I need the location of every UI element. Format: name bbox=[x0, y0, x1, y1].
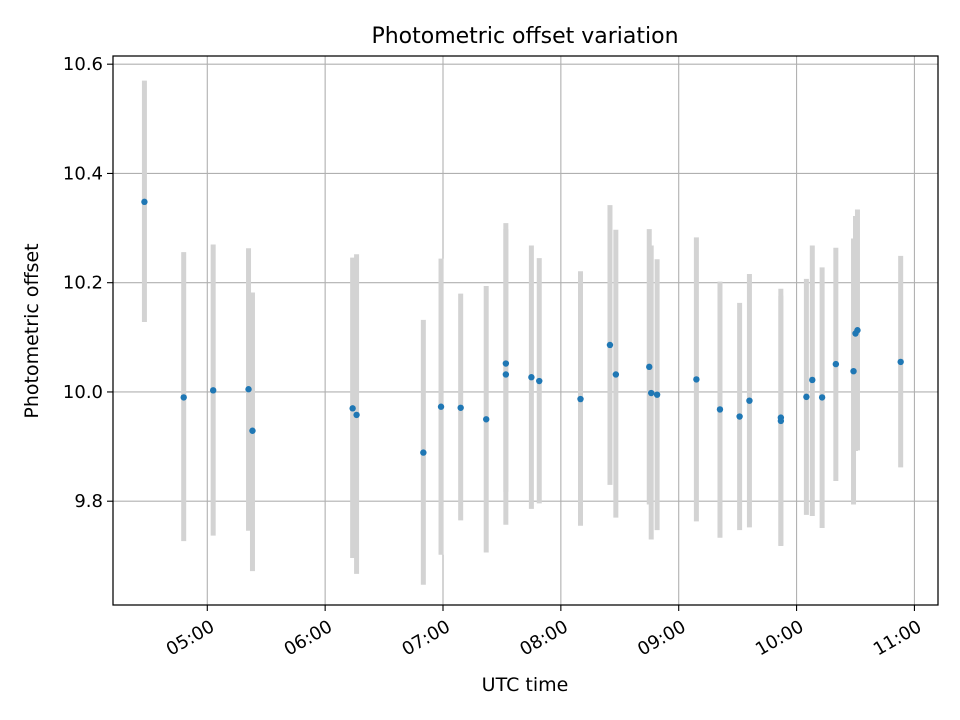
data-point bbox=[606, 341, 614, 349]
data-point bbox=[502, 371, 510, 378]
data-point bbox=[349, 405, 356, 412]
data-point bbox=[209, 387, 217, 394]
data-point bbox=[353, 411, 360, 419]
y-axis-label: Photometric offset bbox=[21, 243, 43, 418]
y-axis-ticks: 9.8 10.0 10.2 10.4 10.6 bbox=[63, 54, 113, 512]
plot-area-frame bbox=[112, 55, 939, 606]
y-tick-label: 10.0 bbox=[63, 382, 103, 403]
data-point bbox=[528, 374, 535, 381]
data-point bbox=[803, 393, 810, 401]
chart-title: Photometric offset variation bbox=[371, 24, 678, 49]
data-point bbox=[736, 413, 743, 420]
y-tick-label: 10.4 bbox=[63, 163, 103, 184]
data-point bbox=[832, 360, 840, 368]
data-point bbox=[716, 406, 724, 413]
data-point bbox=[612, 371, 620, 378]
data-point bbox=[648, 389, 655, 397]
data-point bbox=[457, 404, 464, 411]
data-point bbox=[483, 416, 490, 423]
data-point bbox=[420, 449, 427, 456]
data-point bbox=[897, 358, 904, 366]
data-point bbox=[818, 394, 826, 401]
data-point bbox=[180, 394, 187, 401]
y-tick-label: 9.8 bbox=[74, 491, 103, 512]
data-point bbox=[249, 427, 256, 434]
data-point bbox=[437, 403, 445, 410]
data-point bbox=[809, 376, 816, 384]
data-point bbox=[653, 391, 661, 398]
data-points bbox=[141, 198, 904, 456]
x-axis-label: UTC time bbox=[482, 674, 569, 696]
data-point bbox=[850, 367, 857, 375]
data-point bbox=[141, 198, 148, 206]
data-point bbox=[577, 395, 584, 403]
data-point bbox=[746, 397, 753, 404]
data-point bbox=[693, 376, 700, 383]
data-point bbox=[854, 327, 861, 334]
data-point bbox=[502, 360, 510, 367]
data-point bbox=[646, 363, 653, 371]
y-tick-label: 10.6 bbox=[63, 54, 103, 75]
data-point bbox=[536, 377, 543, 385]
y-tick-label: 10.2 bbox=[63, 273, 103, 294]
data-point bbox=[245, 386, 252, 393]
data-point bbox=[777, 417, 785, 425]
